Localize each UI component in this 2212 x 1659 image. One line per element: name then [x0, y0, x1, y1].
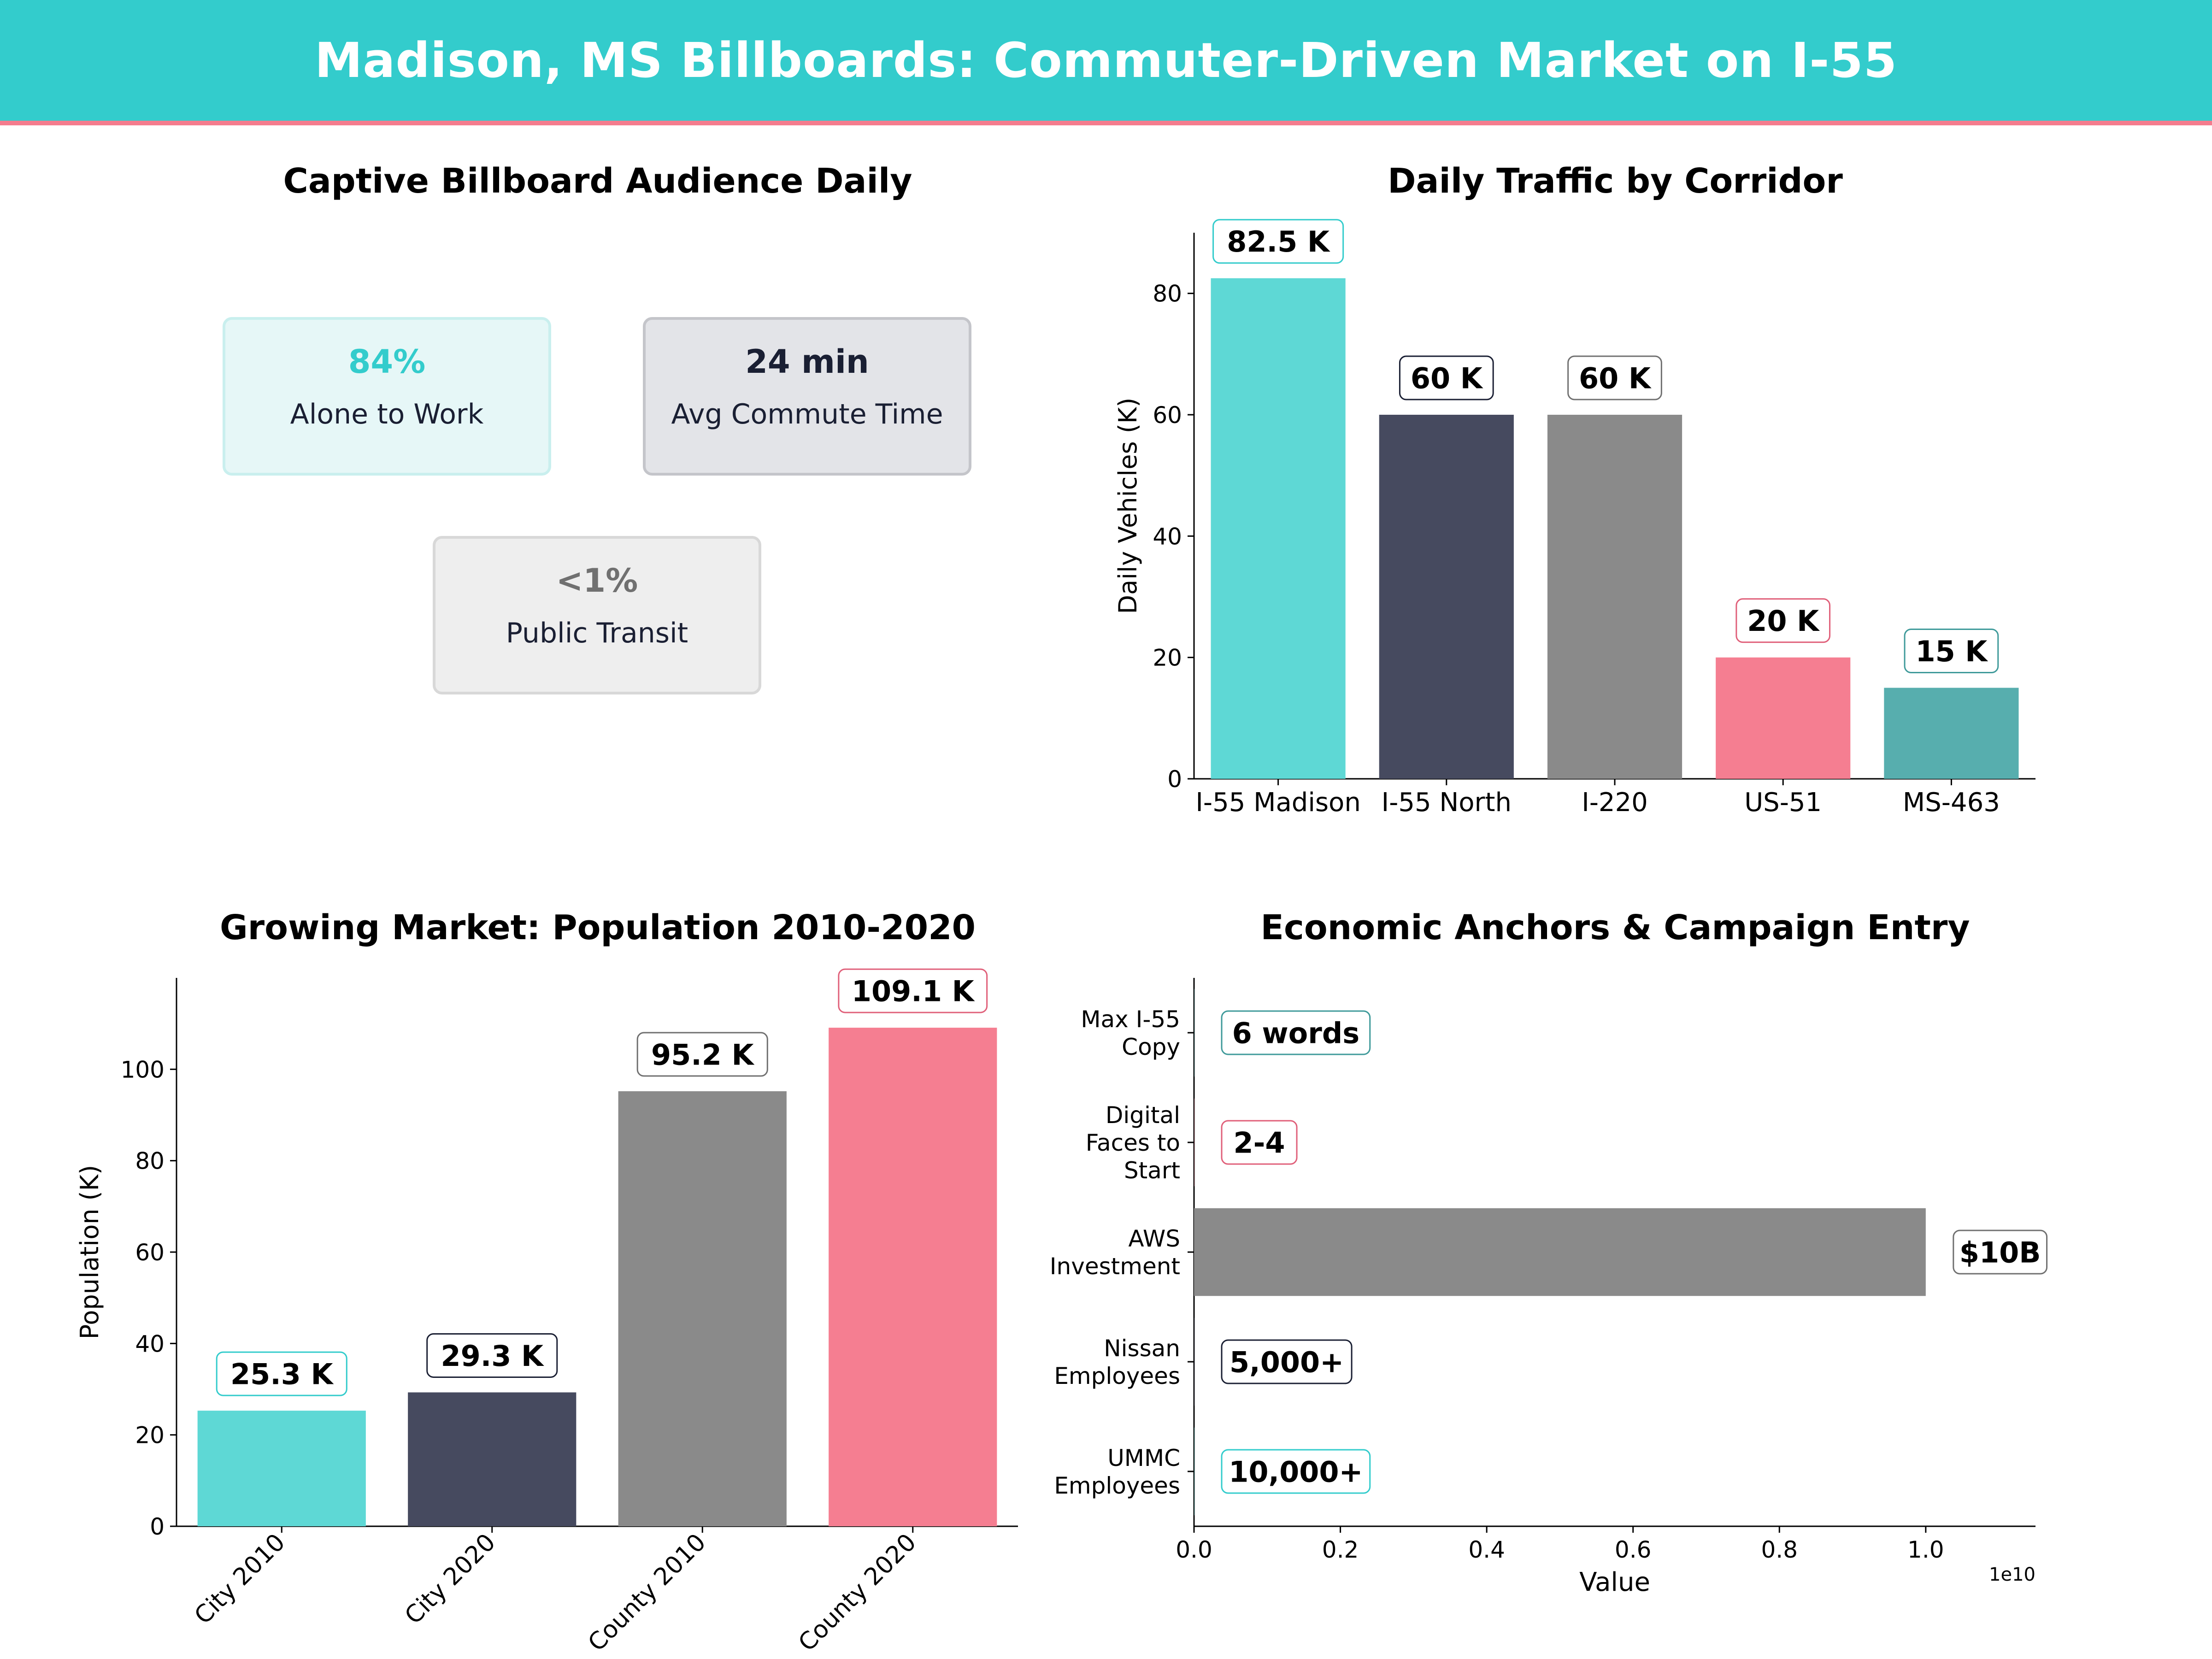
- population-chart-title: Growing Market: Population 2010-2020: [219, 908, 976, 947]
- data-label-box: [426, 1333, 558, 1378]
- y-axis-label: Daily Vehicles (K): [1113, 398, 1142, 614]
- data-label-box: [1953, 1230, 2048, 1275]
- data-label: 25.3 K: [230, 1357, 334, 1391]
- data-label-box: [1904, 629, 1999, 673]
- data-label: 29.3 K: [441, 1339, 544, 1373]
- bar: [1211, 278, 1346, 779]
- x-tick-label: County 2020: [793, 1529, 922, 1657]
- y-tick-label: 40: [1153, 523, 1182, 550]
- bar: [408, 1392, 577, 1526]
- x-tick-label: 0.2: [1322, 1536, 1359, 1563]
- bar: [1716, 657, 1851, 779]
- data-label-box: [1212, 219, 1344, 264]
- x-tick-label: City 2020: [400, 1529, 501, 1630]
- y-tick-label: 80: [1153, 281, 1182, 307]
- traffic-chart-title: Daily Traffic by Corridor: [1388, 161, 1843, 201]
- data-label: 6 words: [1232, 1016, 1359, 1050]
- header-banner: Madison, MS Billboards: Commuter-Driven …: [0, 0, 2212, 125]
- y-tick-label: Digital Faces to Start: [1086, 1102, 1180, 1184]
- traffic-bar-chart: 0 20 40 60 80 Daily Vehicles (K) I-55 Madison 8…: [1113, 219, 2036, 818]
- data-label: $10B: [1959, 1235, 2041, 1269]
- x-tick-label: I-220: [1582, 788, 1648, 818]
- anchors-horizontal-bar-chart: 0.0 0.2 0.4 0.6 0.8 1.0 Value 1e10 UMMC Employees…: [1050, 978, 2048, 1597]
- page-title: Madison, MS Billboards: Commuter-Driven …: [314, 32, 1898, 88]
- y-tick-label: 0: [1167, 766, 1182, 793]
- y-axis-label: Population (K): [75, 1165, 104, 1339]
- data-label-box: [1221, 1120, 1298, 1165]
- data-label: 109.1 K: [852, 974, 975, 1008]
- data-label: 95.2 K: [651, 1038, 755, 1071]
- population-bar-chart: 0 20 40 60 80 100 Population (K) City 2010 25.3 …: [75, 968, 1018, 1657]
- data-label: 5,000+: [1230, 1345, 1344, 1379]
- data-label: 15 K: [1915, 635, 1988, 668]
- data-label-box: [1221, 1339, 1353, 1384]
- kpi-card-avg-commute: 24 min Avg Commute Time: [643, 317, 971, 476]
- bar: [1194, 1208, 1926, 1296]
- data-label: 60 K: [1411, 361, 1483, 395]
- kpi-card-public-transit: <1% Public Transit: [433, 536, 761, 694]
- bar: [829, 1028, 997, 1526]
- kpi-panel-title: Captive Billboard Audience Daily: [283, 161, 912, 201]
- data-label: 60 K: [1579, 361, 1652, 395]
- data-label-box: [216, 1351, 347, 1396]
- x-tick-label: I-55 Madison: [1195, 788, 1360, 818]
- y-tick-label: 20: [135, 1422, 165, 1449]
- x-tick-label: City 2010: [189, 1529, 291, 1630]
- kpi-value: <1%: [556, 562, 638, 600]
- y-tick-label: 80: [135, 1148, 165, 1175]
- y-tick-label: 60: [1153, 402, 1182, 429]
- data-label-box: [1221, 1010, 1371, 1055]
- data-label-box: [636, 1032, 768, 1077]
- y-tick-label: 20: [1153, 645, 1182, 671]
- bar: [1379, 415, 1514, 779]
- data-label-box: [1221, 1449, 1371, 1494]
- y-tick-label: 40: [135, 1330, 165, 1357]
- data-label-box: [1735, 598, 1831, 643]
- bar: [1547, 415, 1683, 779]
- data-label: 10,000+: [1229, 1455, 1363, 1488]
- bar: [618, 1091, 787, 1526]
- bar: [1884, 688, 2019, 779]
- data-label-box: [1399, 355, 1494, 400]
- kpi-value: 24 min: [745, 343, 869, 381]
- x-tick-label: 0.4: [1468, 1536, 1505, 1563]
- x-tick-label: 0.8: [1761, 1536, 1798, 1563]
- kpi-label: Avg Commute Time: [671, 398, 943, 430]
- data-label: 82.5 K: [1227, 225, 1330, 259]
- x-tick-label: County 2010: [583, 1529, 712, 1657]
- y-tick-label: UMMC Employees: [1054, 1445, 1180, 1499]
- x-tick-label: 0.0: [1176, 1536, 1212, 1563]
- kpi-value: 84%: [348, 343, 426, 381]
- kpi-label: Alone to Work: [290, 398, 484, 430]
- y-tick-label: AWS Investment: [1050, 1225, 1180, 1280]
- y-tick-label: Nissan Employees: [1054, 1335, 1180, 1389]
- data-label: 2-4: [1234, 1126, 1285, 1159]
- kpi-label: Public Transit: [506, 617, 688, 649]
- x-tick-label: 0.6: [1615, 1536, 1652, 1563]
- x-tick-label: US-51: [1744, 788, 1822, 818]
- x-tick-label: I-55 North: [1382, 788, 1512, 818]
- y-tick-label: 100: [121, 1056, 165, 1083]
- x-tick-label: 1.0: [1907, 1536, 1944, 1563]
- anchors-chart-title: Economic Anchors & Campaign Entry: [1260, 908, 1970, 947]
- x-tick-label: MS-463: [1903, 788, 2000, 818]
- y-tick-label: 60: [135, 1239, 165, 1266]
- y-tick-label: Max I-55 Copy: [1081, 1006, 1180, 1060]
- data-label-box: [1567, 355, 1662, 400]
- y-tick-label: 0: [150, 1513, 165, 1540]
- x-axis-label: Value: [1579, 1567, 1650, 1597]
- kpi-card-alone-to-work: 84% Alone to Work: [223, 317, 551, 476]
- data-label-box: [838, 968, 988, 1013]
- bar: [197, 1411, 366, 1526]
- x-offset-label: 1e10: [1989, 1564, 2036, 1585]
- data-label: 20 K: [1747, 604, 1820, 638]
